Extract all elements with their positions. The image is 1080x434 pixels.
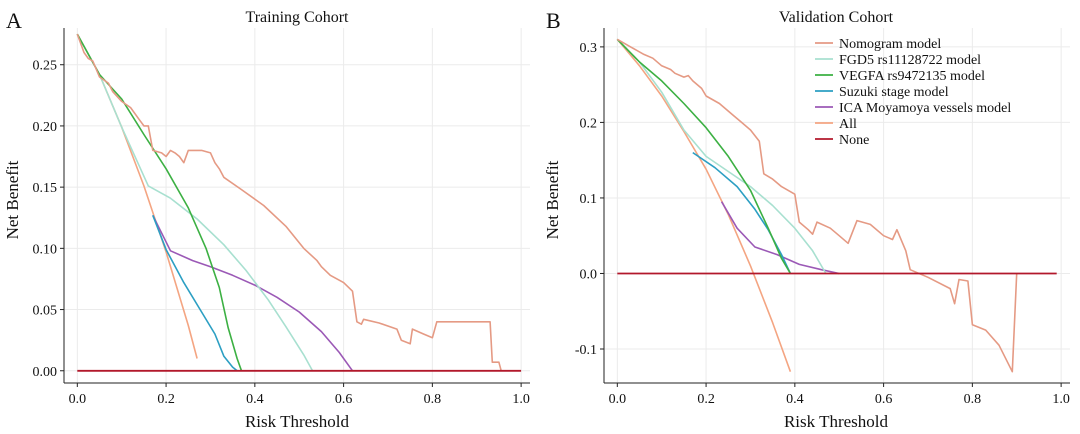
series-line-nomogram — [616, 38, 1018, 373]
y-tick-label: 0.00 — [33, 365, 58, 380]
training-cohort-panel: 0.0 0.2 0.4 0.6 0.8 1.0 0.00 0.05 0.10 0.15 0.20 0.… — [3, 8, 530, 431]
series-line-ica — [152, 214, 354, 372]
panel-title: Validation Cohort — [779, 9, 894, 26]
x-tick-label: 0.6 — [875, 392, 893, 407]
legend-label-ica: ICA Moyamoya vessels model — [839, 101, 1011, 116]
legend-label-fgd5: FGD5 rs11128722 model — [839, 53, 981, 68]
x-tick-label: 0.0 — [609, 392, 627, 407]
panel-letter: B — [546, 8, 561, 33]
series-line-ica — [720, 201, 840, 275]
y-tick-label: 0.15 — [33, 181, 58, 196]
series-line-fgd5 — [616, 38, 827, 274]
series-line-suzuki — [152, 215, 238, 372]
series-line-vegfa — [76, 33, 243, 372]
y-tick-label: 0.10 — [33, 242, 58, 257]
y-axis-title: Net Benefit — [3, 160, 22, 239]
series-line-suzuki — [692, 151, 792, 274]
y-tick-label: 0.05 — [33, 304, 58, 319]
y-tick-label: 0.25 — [33, 59, 58, 74]
y-axis-title: Net Benefit — [543, 160, 562, 239]
series-line-fgd5 — [76, 33, 314, 372]
legend-label-all: All — [839, 117, 857, 132]
y-tick-label: -0.1 — [575, 343, 597, 358]
legend-label-vegfa: VEGFA rs9472135 model — [839, 69, 985, 84]
panel-letter: A — [6, 8, 22, 33]
validation-cohort-panel: 0.0 0.2 0.4 0.6 0.8 1.0 -0.1 0.0 0.1 0.2 0.3 B Valid… — [543, 8, 1070, 431]
x-tick-label: 0.2 — [697, 392, 715, 407]
x-tick-label: 0.4 — [786, 392, 804, 407]
x-axis-title: Risk Threshold — [245, 412, 350, 431]
x-tick-label: 0.2 — [157, 392, 175, 407]
grid-lines — [604, 28, 1070, 383]
series-line-vegfa — [616, 38, 792, 274]
panel-title: Training Cohort — [246, 9, 350, 26]
legend-label-suzuki: Suzuki stage model — [839, 85, 949, 100]
legend-label-none: None — [839, 133, 869, 148]
x-tick-label: 0.6 — [335, 392, 353, 407]
x-tick-label: 0.4 — [246, 392, 264, 407]
x-tick-label: 0.0 — [69, 392, 87, 407]
x-tick-label: 0.8 — [424, 392, 442, 407]
series-line-nomogram — [76, 33, 502, 372]
y-tick-label: 0.0 — [580, 267, 598, 282]
x-tick-label: 1.0 — [512, 392, 530, 407]
y-tick-label: 0.20 — [33, 120, 58, 135]
legend-label-nomogram: Nomogram model — [839, 37, 941, 52]
grid-lines — [64, 28, 530, 383]
x-axis-title: Risk Threshold — [784, 412, 889, 431]
x-tick-label: 1.0 — [1052, 392, 1070, 407]
y-tick-label: 0.2 — [580, 116, 598, 131]
y-tick-label: 0.1 — [580, 192, 598, 207]
series-line-all — [616, 38, 792, 372]
y-tick-label: 0.3 — [580, 41, 598, 56]
x-tick-label: 0.8 — [964, 392, 982, 407]
